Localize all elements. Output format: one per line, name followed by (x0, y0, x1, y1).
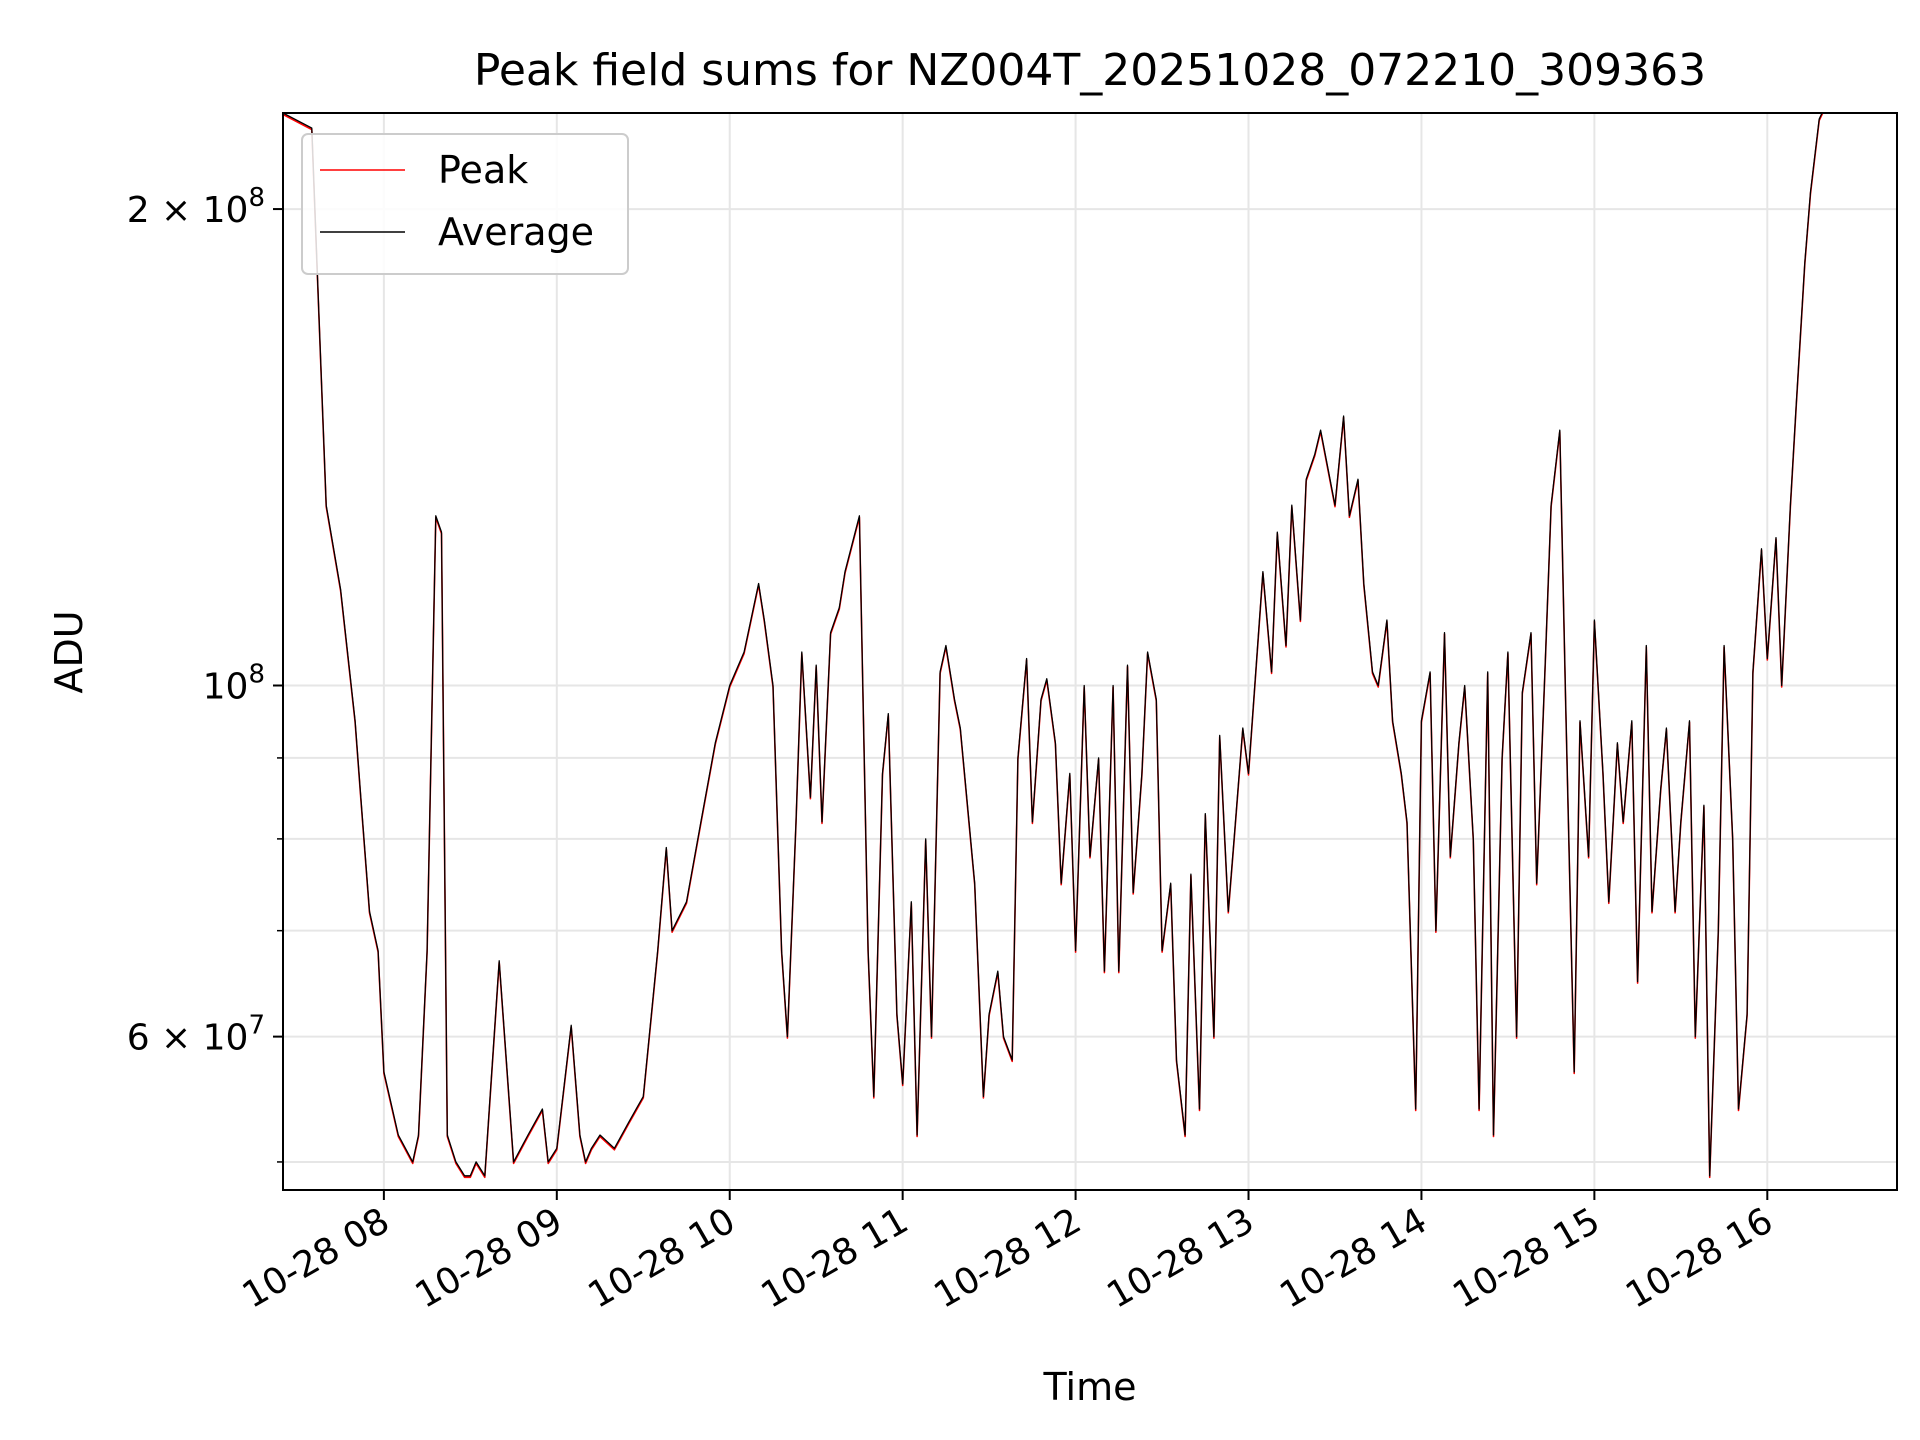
legend-label-peak: Peak (438, 148, 528, 192)
y-axis-label: ADU (47, 610, 91, 693)
series-layer (283, 113, 1824, 1179)
series-line-average (283, 113, 1823, 1177)
y-tick-label: 6 × 107 (127, 1011, 265, 1059)
y-tick-label: 2 × 108 (127, 183, 265, 231)
plot-frame (282, 112, 1898, 1191)
legend-box (301, 133, 629, 275)
y-axis: 6 × 107 108 2 × 108 (127, 183, 283, 1163)
y-tick-label: 108 (203, 660, 265, 708)
grid (283, 113, 1897, 1190)
legend: Peak Average (301, 133, 629, 275)
legend-label-average: Average (438, 210, 594, 254)
x-axis-label: Time (1043, 1365, 1137, 1409)
chart-title: Peak field sums for NZ004T_20251028_0722… (474, 45, 1706, 96)
